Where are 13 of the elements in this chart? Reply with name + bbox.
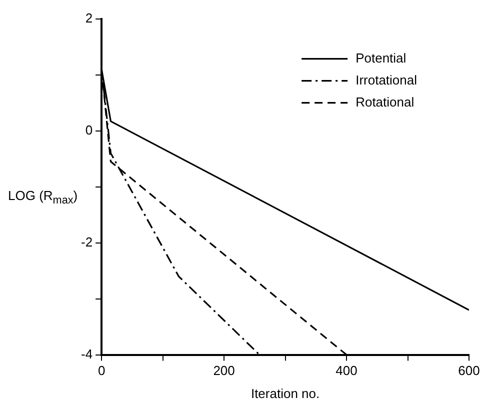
legend-label: Potential: [356, 50, 406, 66]
y-tick-label: -4: [80, 346, 93, 362]
x-tick-label: 600: [458, 363, 480, 378]
y-tick-label: 0: [85, 122, 93, 138]
x-tick-label: 200: [213, 363, 235, 378]
x-axis-title: Iteration no.: [250, 386, 320, 401]
y-tick-label: -2: [80, 234, 93, 250]
x-tick-label: 400: [336, 363, 358, 378]
x-tick-label: 0: [98, 363, 106, 378]
y-tick-label: 2: [85, 10, 93, 26]
legend-label: Rotational: [356, 94, 414, 110]
legend-label: Irrotational: [356, 72, 418, 88]
y-axis-title: LOG (R$_{max}$): [8, 188, 78, 207]
